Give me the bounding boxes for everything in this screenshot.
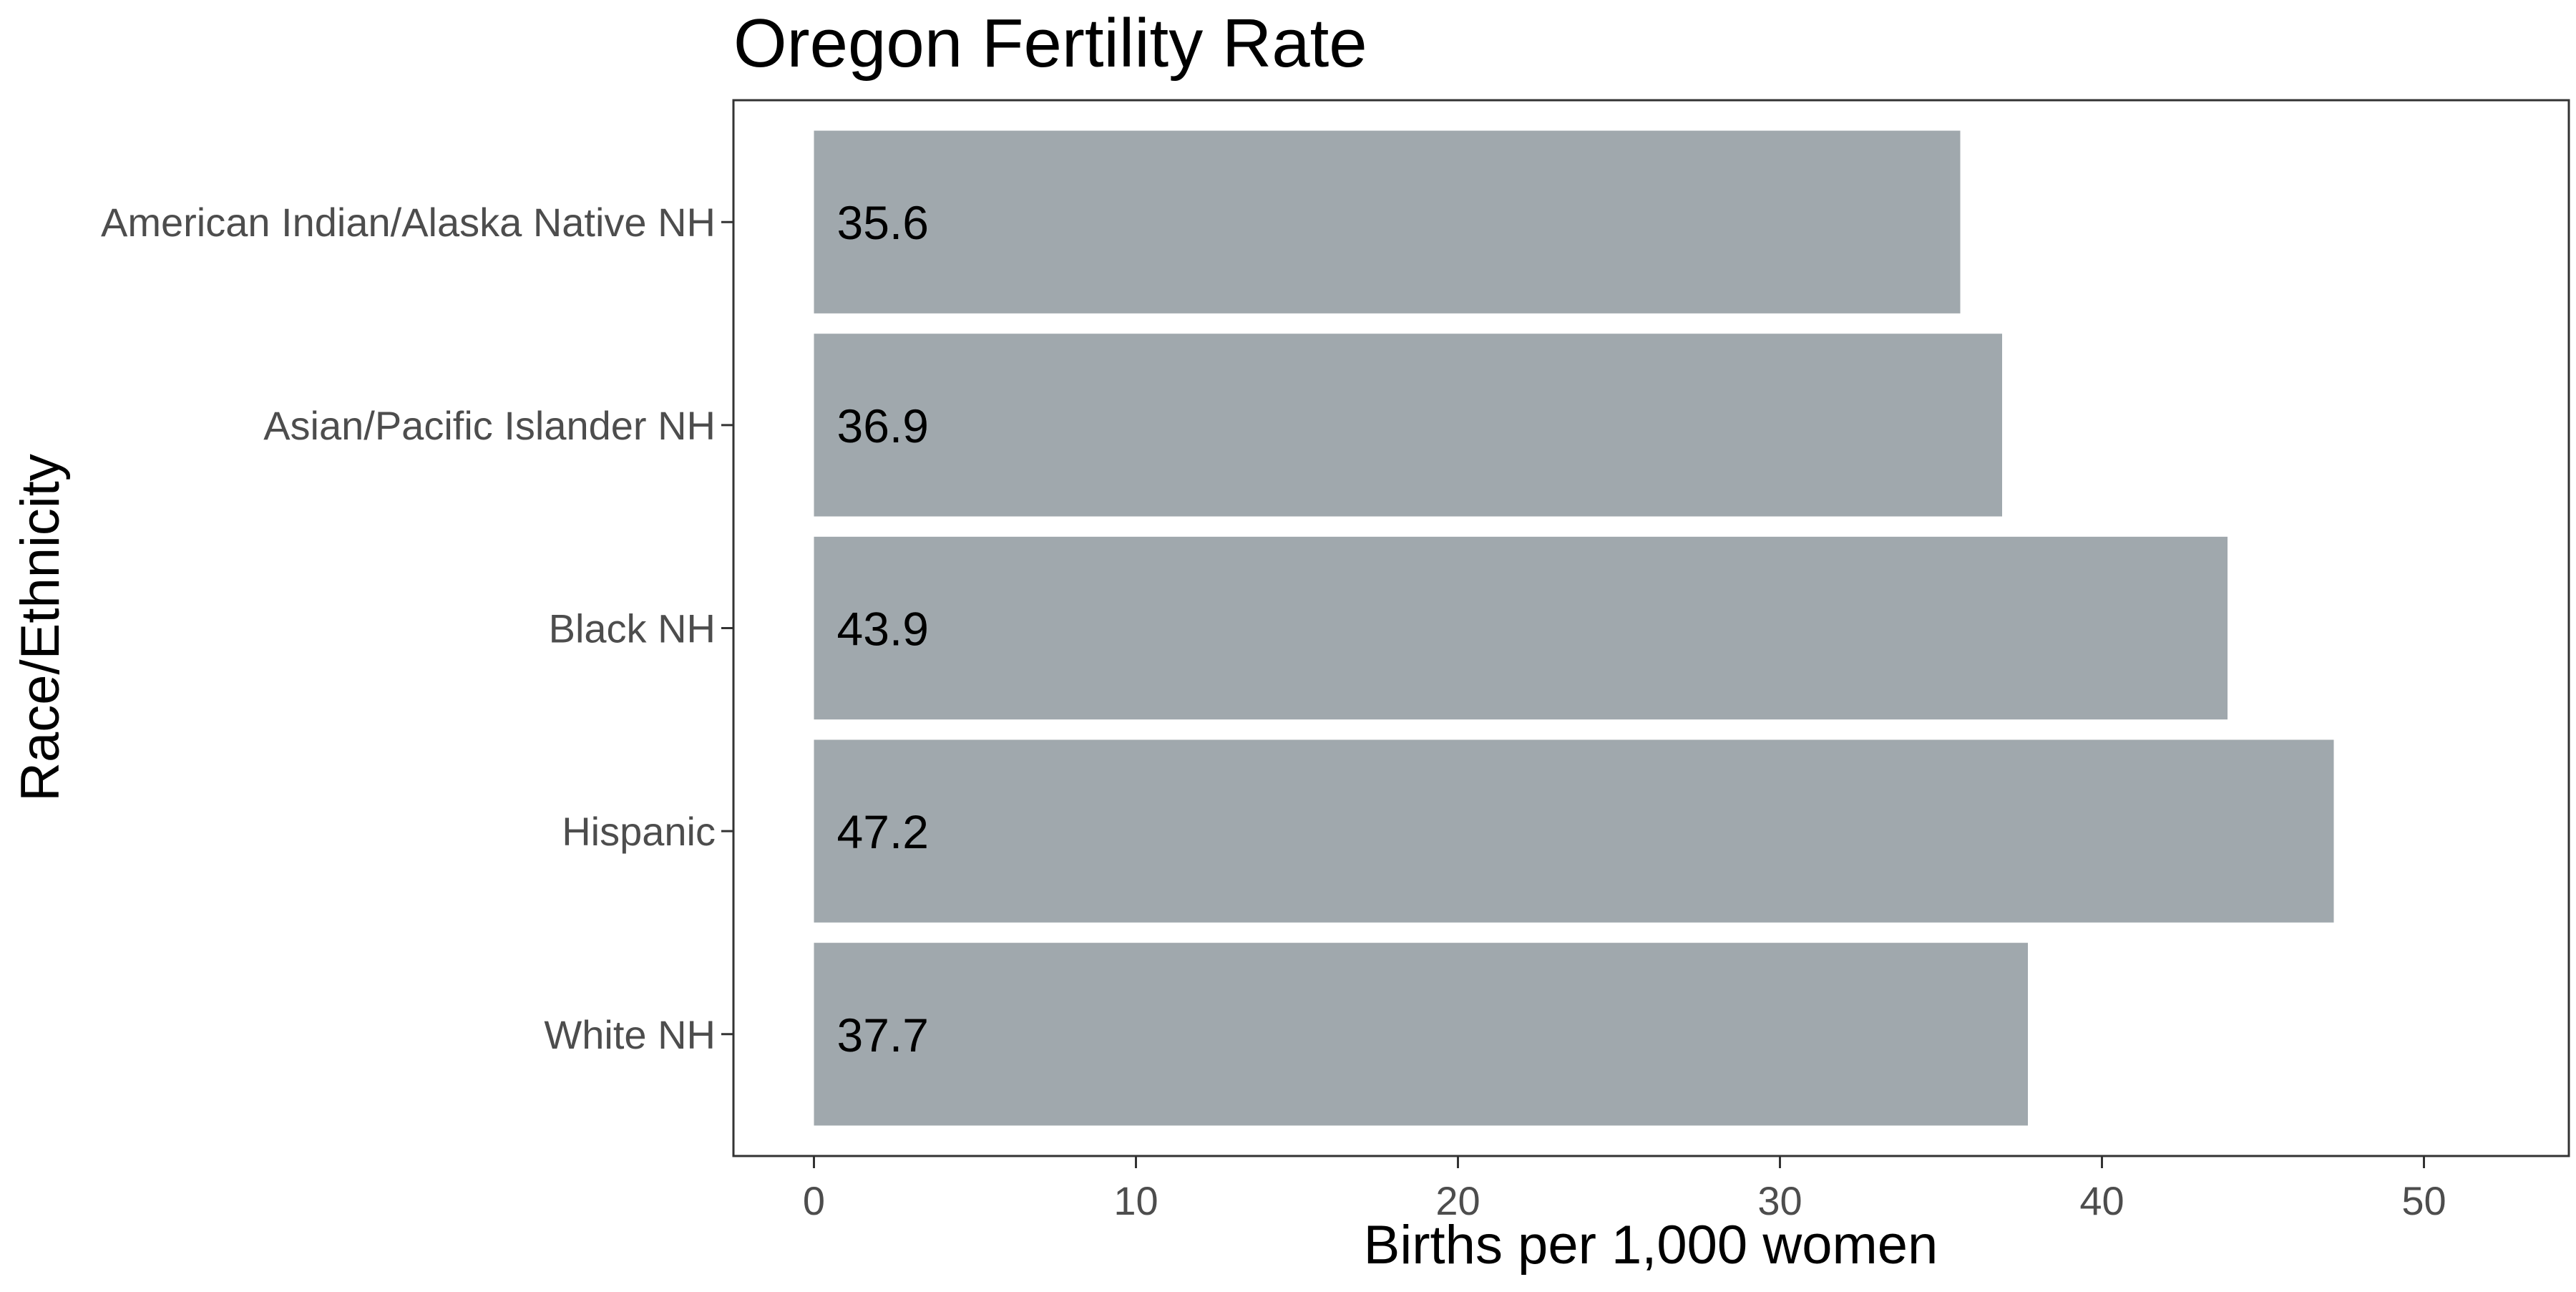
value-label-0: 35.6: [837, 196, 929, 249]
y-axis-title: Race/Ethnicity: [10, 454, 71, 802]
x-tick-label-5: 50: [2401, 1178, 2446, 1223]
x-tick-label-1: 10: [1113, 1178, 1158, 1223]
y-axis-ticks: American Indian/Alaska Native NH Asian/Pa…: [101, 200, 733, 1057]
y-tick-label-2: Black NH: [549, 606, 716, 651]
chart-title: Oregon Fertility Rate: [733, 5, 1367, 82]
value-label-1: 36.9: [837, 399, 929, 452]
x-tick-label-4: 40: [2079, 1178, 2124, 1223]
bar-4: [814, 943, 2028, 1126]
bar-0: [814, 130, 1961, 314]
x-tick-label-3: 30: [1757, 1178, 1802, 1223]
y-tick-label-3: Hispanic: [562, 809, 716, 854]
x-axis-title: Births per 1,000 women: [1364, 1215, 1938, 1276]
bar-3: [814, 739, 2334, 923]
bar-2: [814, 536, 2228, 720]
x-tick-label-2: 20: [1435, 1178, 1480, 1223]
bars-group: [814, 130, 2334, 1126]
bar-1: [814, 334, 2002, 517]
y-tick-label-4: White NH: [544, 1012, 716, 1057]
x-tick-label-0: 0: [803, 1178, 825, 1223]
x-axis-ticks: 0 10 20 30 40 50: [803, 1156, 2446, 1223]
value-label-3: 47.2: [837, 805, 929, 858]
value-label-2: 43.9: [837, 603, 929, 656]
value-label-4: 37.7: [837, 1009, 929, 1062]
y-tick-label-0: American Indian/Alaska Native NH: [101, 200, 716, 245]
value-labels-group: 35.6 36.9 43.9 47.2 37.7: [837, 196, 929, 1062]
y-tick-label-1: Asian/Pacific Islander NH: [263, 403, 716, 448]
